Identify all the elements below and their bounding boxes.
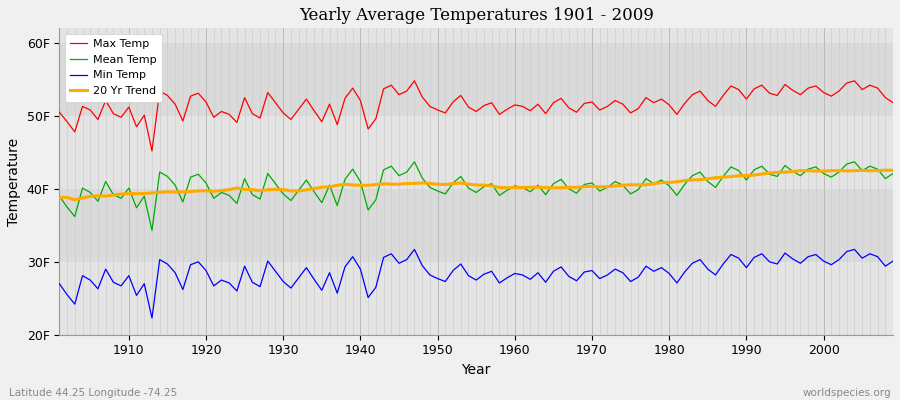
Min Temp <box>293 276 304 280</box>
20 Yr Trend <box>339 182 350 187</box>
Min Temp <box>518 272 528 277</box>
Min Temp <box>525 277 535 282</box>
Min Temp <box>147 316 158 320</box>
Mean Temp <box>525 189 535 194</box>
Y-axis label: Temperature: Temperature <box>7 138 21 226</box>
Bar <box>59 0 893 43</box>
Text: Latitude 44.25 Longitude -74.25: Latitude 44.25 Longitude -74.25 <box>9 388 177 398</box>
Max Temp <box>887 100 898 105</box>
Bar <box>59 116 893 189</box>
Max Temp <box>409 78 419 83</box>
20 Yr Trend <box>509 185 520 190</box>
Max Temp <box>116 115 127 120</box>
Mean Temp <box>339 177 350 182</box>
X-axis label: Year: Year <box>462 363 490 377</box>
Title: Yearly Average Temperatures 1901 - 2009: Yearly Average Temperatures 1901 - 2009 <box>299 7 653 24</box>
Line: 20 Yr Trend: 20 Yr Trend <box>59 170 893 200</box>
Mean Temp <box>147 228 158 233</box>
Min Temp <box>409 247 419 252</box>
Bar <box>59 262 893 335</box>
Line: Mean Temp: Mean Temp <box>59 162 893 230</box>
Min Temp <box>116 284 127 288</box>
Max Temp <box>617 102 628 106</box>
20 Yr Trend <box>610 184 621 188</box>
Min Temp <box>339 264 350 269</box>
Mean Temp <box>116 196 127 201</box>
Line: Max Temp: Max Temp <box>59 81 893 151</box>
Mean Temp <box>293 188 304 193</box>
Min Temp <box>617 270 628 275</box>
Mean Temp <box>887 171 898 176</box>
Max Temp <box>147 148 158 153</box>
20 Yr Trend <box>880 168 891 173</box>
Text: worldspecies.org: worldspecies.org <box>803 388 891 398</box>
20 Yr Trend <box>887 168 898 173</box>
Max Temp <box>54 110 65 115</box>
Max Temp <box>293 107 304 112</box>
Max Temp <box>339 96 350 101</box>
Mean Temp <box>617 183 628 188</box>
Line: Min Temp: Min Temp <box>59 249 893 318</box>
Min Temp <box>54 281 65 286</box>
20 Yr Trend <box>123 191 134 196</box>
Legend: Max Temp, Mean Temp, Min Temp, 20 Yr Trend: Max Temp, Mean Temp, Min Temp, 20 Yr Tre… <box>65 34 162 102</box>
Min Temp <box>887 259 898 264</box>
Mean Temp <box>518 185 528 190</box>
Mean Temp <box>54 194 65 198</box>
Max Temp <box>525 108 535 113</box>
Bar <box>59 43 893 116</box>
20 Yr Trend <box>518 185 528 190</box>
20 Yr Trend <box>54 195 65 200</box>
Mean Temp <box>409 160 419 164</box>
20 Yr Trend <box>69 198 80 202</box>
Bar <box>59 189 893 262</box>
Max Temp <box>518 104 528 109</box>
20 Yr Trend <box>293 188 304 193</box>
